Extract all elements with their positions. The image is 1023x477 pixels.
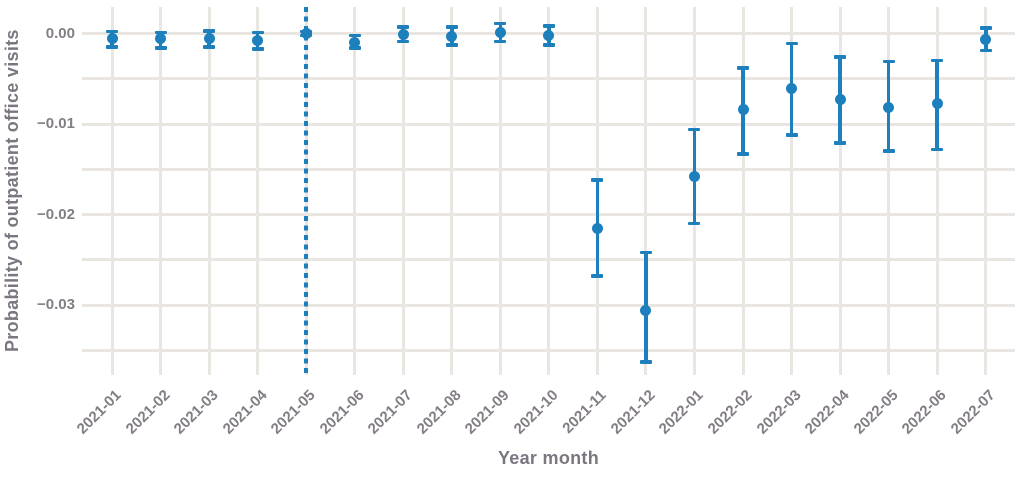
v-gridline [353, 7, 357, 375]
error-bar-cap-bottom [979, 48, 992, 53]
v-gridline [207, 7, 211, 375]
y-tick-label: −0.01 [37, 115, 75, 132]
x-tick-label: 2021-04 [219, 386, 271, 438]
error-bar-cap-bottom [397, 39, 410, 44]
x-tick-label: 2021-01 [73, 386, 125, 438]
x-tick-label: 2022-04 [801, 386, 853, 438]
y-tick-label: 0.00 [45, 24, 75, 42]
error-bar-cap-bottom [931, 147, 944, 152]
v-gridline [547, 7, 551, 375]
error-bar-cap-top [591, 178, 604, 182]
error-bar-cap-bottom [591, 274, 604, 278]
data-point [688, 170, 700, 182]
x-tick-label: 2021-08 [413, 386, 465, 438]
x-tick-label: 2021-05 [267, 386, 319, 438]
error-bar-cap-bottom [542, 43, 555, 48]
error-bar-cap-top [251, 30, 264, 35]
v-gridline [838, 7, 842, 375]
data-point [640, 304, 652, 316]
x-axis-title: Year month [497, 448, 600, 468]
data-point [543, 29, 555, 41]
data-point [786, 83, 798, 95]
error-bar-cap-bottom [445, 43, 458, 48]
v-gridline [450, 7, 454, 375]
reference-line [304, 7, 308, 375]
v-gridline [498, 7, 502, 375]
data-point [834, 94, 846, 106]
data-point [737, 104, 749, 116]
v-gridline [790, 7, 794, 375]
data-point [980, 34, 992, 46]
error-bar-cap-top [931, 58, 944, 63]
data-point [397, 28, 409, 40]
x-tick-label: 2021-11 [559, 386, 611, 438]
error-bar-cap-bottom [834, 141, 847, 145]
data-point [446, 30, 458, 42]
data-point [155, 33, 167, 45]
v-gridline [256, 7, 260, 375]
x-tick-label: 2022-02 [704, 386, 756, 438]
data-point [349, 37, 361, 49]
x-tick-label: 2022-07 [947, 386, 999, 438]
error-bar-cap-top [639, 250, 652, 255]
data-point [494, 27, 506, 39]
x-tick-label: 2022-03 [753, 386, 805, 438]
error-bar-cap-bottom [106, 45, 118, 49]
v-gridline [401, 7, 405, 375]
data-point [883, 102, 895, 114]
data-point [252, 35, 264, 47]
x-tick-label: 2021-03 [170, 386, 222, 438]
error-bar-cap-top [834, 55, 847, 59]
x-tick-label: 2021-06 [316, 386, 368, 438]
error-bar-cap-bottom [785, 133, 798, 137]
error-bar-cap-top [688, 127, 701, 132]
x-tick-label: 2021-10 [510, 386, 562, 438]
error-bar-cap-top [785, 41, 798, 46]
error-bar-cap-bottom [203, 45, 216, 49]
v-gridline [644, 7, 648, 375]
data-point [931, 97, 943, 109]
x-tick-label: 2022-01 [656, 386, 708, 438]
plot-panel [82, 7, 1015, 375]
error-bar-cap-top [154, 30, 167, 35]
x-tick-label: 2021-02 [122, 386, 174, 438]
data-point [203, 33, 215, 45]
v-gridline [935, 7, 939, 375]
error-bar-cap-top [542, 24, 555, 29]
error-bar-cap-top [397, 25, 410, 29]
error-bar-cap-bottom [494, 39, 507, 44]
data-point [106, 33, 118, 45]
y-tick-label: −0.03 [37, 296, 75, 313]
x-tick-label: 2021-07 [364, 386, 416, 438]
error-bar-cap-top [203, 28, 216, 33]
data-point [591, 223, 603, 235]
error-bar-cap-bottom [688, 221, 701, 226]
v-gridline [984, 7, 988, 375]
x-tick-label: 2022-05 [850, 386, 902, 438]
v-gridline [110, 7, 114, 375]
error-bar-cap-top [106, 29, 118, 34]
x-tick-label: 2021-12 [607, 386, 659, 438]
v-gridline [159, 7, 163, 375]
v-gridline [887, 7, 891, 375]
error-bar-cap-top [737, 66, 750, 70]
y-tick-label: −0.02 [37, 205, 75, 223]
v-gridline [741, 7, 745, 375]
x-tick-label: 2022-06 [898, 386, 950, 438]
error-bar-cap-top [445, 25, 458, 29]
error-bar-cap-top [979, 26, 992, 30]
error-bar-cap-top [882, 59, 895, 64]
error-bar-cap-bottom [737, 152, 750, 156]
error-bar-cap-top [494, 21, 507, 26]
error-bar-cap-bottom [882, 149, 895, 153]
error-bar-cap-bottom [639, 360, 652, 364]
error-bar-cap-top [348, 33, 361, 38]
data-point [300, 28, 312, 39]
x-tick-label: 2021-09 [462, 386, 513, 438]
y-axis-title: Probability of outpatient office visits [2, 29, 22, 353]
error-bar-cap-bottom [251, 47, 264, 51]
error-bar-cap-bottom [154, 46, 167, 50]
